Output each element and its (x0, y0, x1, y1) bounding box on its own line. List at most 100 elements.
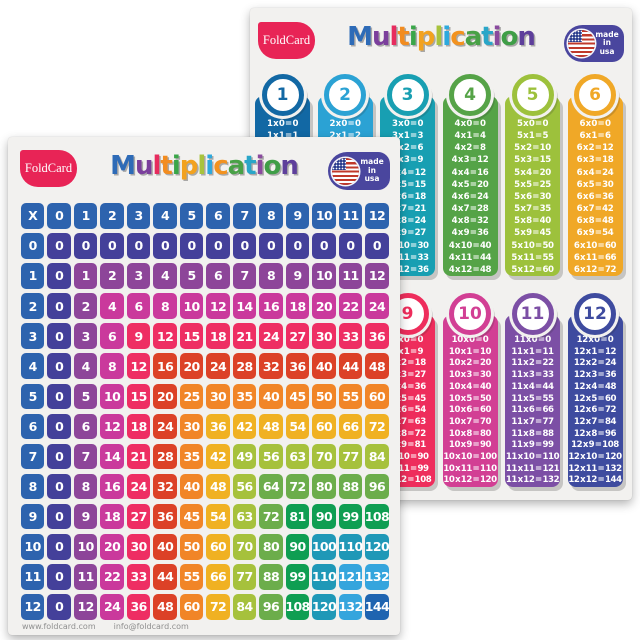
title-letter: l (434, 22, 443, 52)
poster-title: Multiplication (88, 151, 320, 181)
grid-cell: 15 (126, 383, 151, 410)
fact-line: 11 x 3 = 33 (511, 370, 554, 381)
facts-list: 1 x 0 = 01 x 1 = 1 (255, 96, 310, 142)
grid-cell: 0 (47, 323, 71, 349)
fact-line: 3 x 9 = 27 (389, 228, 426, 239)
grid-cell: 0 (365, 233, 389, 259)
grid-cell: 9 (73, 503, 98, 530)
fact-line: 2 x 1 = 2 (318, 130, 373, 142)
grid-cell: 2 (73, 293, 98, 319)
grid-cell: 12 (73, 594, 98, 620)
grid-cell: 0 (47, 413, 71, 440)
title-letter: a (227, 151, 246, 181)
grid-cell: 12 (206, 293, 230, 319)
grid-cell: 15 (179, 323, 204, 349)
title-letter: i (492, 22, 502, 52)
grid-cell: 55 (179, 564, 204, 590)
grid-cell: 7 (232, 263, 257, 289)
grid-cell: 24 (259, 323, 283, 349)
fact-line: 5 x 6 = 30 (514, 191, 551, 202)
grid-cell: 3 (73, 323, 98, 349)
title-letter: M (347, 22, 373, 52)
grid-cell: 14 (100, 443, 124, 470)
facts-list: 2 x 0 = 02 x 1 = 2 (318, 96, 373, 142)
grid-cell: 42 (206, 443, 230, 470)
grid-cell: 44 (153, 564, 177, 590)
grid-column-header: 9 (285, 203, 310, 229)
card-number-badge: 6 (574, 74, 616, 116)
grid-cell: 40 (259, 383, 283, 410)
fact-line: 10 x 5 = 50 (448, 393, 492, 404)
grid-cell: 66 (206, 564, 230, 590)
grid-cell: 8 (259, 263, 283, 289)
grid-cell: 84 (365, 443, 389, 470)
grid-cell: 30 (206, 383, 230, 410)
grid-row-header: 1 (21, 263, 45, 289)
fact-line: 6 x 5 = 30 (576, 179, 614, 190)
grid-row-header: 3 (21, 323, 45, 349)
title-letter: l (389, 22, 398, 52)
grid-cell: 63 (285, 443, 310, 470)
grid-cell: 5 (179, 263, 204, 289)
grid-column-header: 5 (179, 203, 204, 229)
fact-line: 11 x 8 = 88 (511, 428, 554, 439)
times-table-card-10: 10 10 x 0 = 0 10 x 1 = 10 10 x 2 = 20 10 x 3… (442, 293, 498, 487)
fact-line: 10 x 8 = 80 (448, 428, 492, 439)
grid-row-header: 6 (21, 413, 45, 440)
grid-cell: 6 (100, 323, 124, 349)
grid-cell: 0 (47, 353, 71, 379)
grid-cell: 0 (47, 534, 71, 560)
grid-row-header: 10 (21, 534, 45, 560)
grid-cell: 72 (285, 473, 310, 500)
grid-cell: 8 (73, 473, 98, 500)
fact-line: 10 x 2 = 20 (448, 358, 492, 369)
title-letter: o (263, 151, 282, 181)
grid-cell: 24 (365, 293, 389, 319)
fact-line: 10 x 3 = 30 (448, 370, 492, 381)
grid-cell: 120 (365, 534, 390, 560)
grid-cell: 72 (259, 503, 283, 530)
grid-cell: 4 (100, 293, 124, 319)
grid-cell: 48 (365, 353, 389, 379)
title-letter: n (517, 22, 535, 52)
title-letter: p (416, 22, 436, 52)
fact-line: 4 x 4 = 16 (451, 167, 489, 178)
grid-cell: 36 (365, 323, 389, 349)
grid-column-header: 12 (365, 203, 389, 229)
grid-cell: 33 (126, 564, 151, 590)
fact-line: 12 x 4 = 48 (573, 381, 617, 392)
grid-cell: 35 (232, 383, 257, 410)
grid-cell: 64 (259, 473, 283, 500)
grid-cell: 0 (285, 233, 310, 259)
grid-cell: 90 (285, 534, 310, 560)
fact-line: 3 x 4 = 12 (389, 167, 426, 178)
fact-line: 5 x 7 = 35 (514, 204, 551, 215)
fact-line: 6 x 3 = 18 (576, 155, 614, 166)
fact-line: 4 x 7 = 28 (451, 204, 489, 215)
fact-line: 9 x 1 = 9 (391, 346, 424, 357)
title-letter: i (442, 22, 451, 52)
fact-line: 4 x 8 = 32 (451, 216, 489, 227)
fact-line: 5 x 0 = 0 (516, 119, 549, 129)
fact-line: 12 x 3 = 36 (573, 370, 617, 381)
grid-cell: 8 (100, 353, 124, 379)
fact-line: 11 x 5 = 55 (511, 393, 554, 404)
fact-line: 6 x 0 = 0 (579, 119, 611, 129)
grid-cell: 18 (285, 293, 310, 319)
grid-cell: 66 (338, 413, 363, 440)
fact-line: 6 x 10 = 60 (573, 240, 617, 251)
grid-cell: 77 (338, 443, 363, 470)
grid-cell: 0 (47, 293, 71, 319)
grid-cell: 120 (312, 594, 337, 620)
grid-cell: 35 (179, 443, 204, 470)
grid-cell: 10 (179, 293, 204, 319)
grid-cell: 48 (259, 413, 283, 440)
grid-cell: 88 (338, 473, 363, 500)
grid-cell: 60 (365, 383, 389, 410)
grid-row-header: 8 (21, 473, 45, 500)
